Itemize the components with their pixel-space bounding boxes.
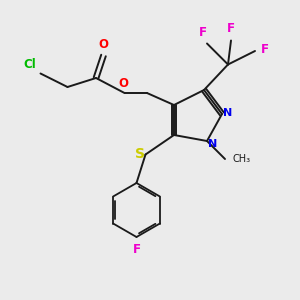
Text: CH₃: CH₃ [232, 154, 250, 164]
Text: O: O [118, 77, 128, 90]
Text: F: F [133, 243, 140, 256]
Text: S: S [135, 148, 145, 161]
Text: O: O [98, 38, 109, 51]
Text: F: F [227, 22, 235, 35]
Text: Cl: Cl [23, 58, 36, 70]
Text: F: F [199, 26, 206, 39]
Text: N: N [208, 139, 217, 149]
Text: F: F [261, 43, 269, 56]
Text: N: N [223, 107, 232, 118]
